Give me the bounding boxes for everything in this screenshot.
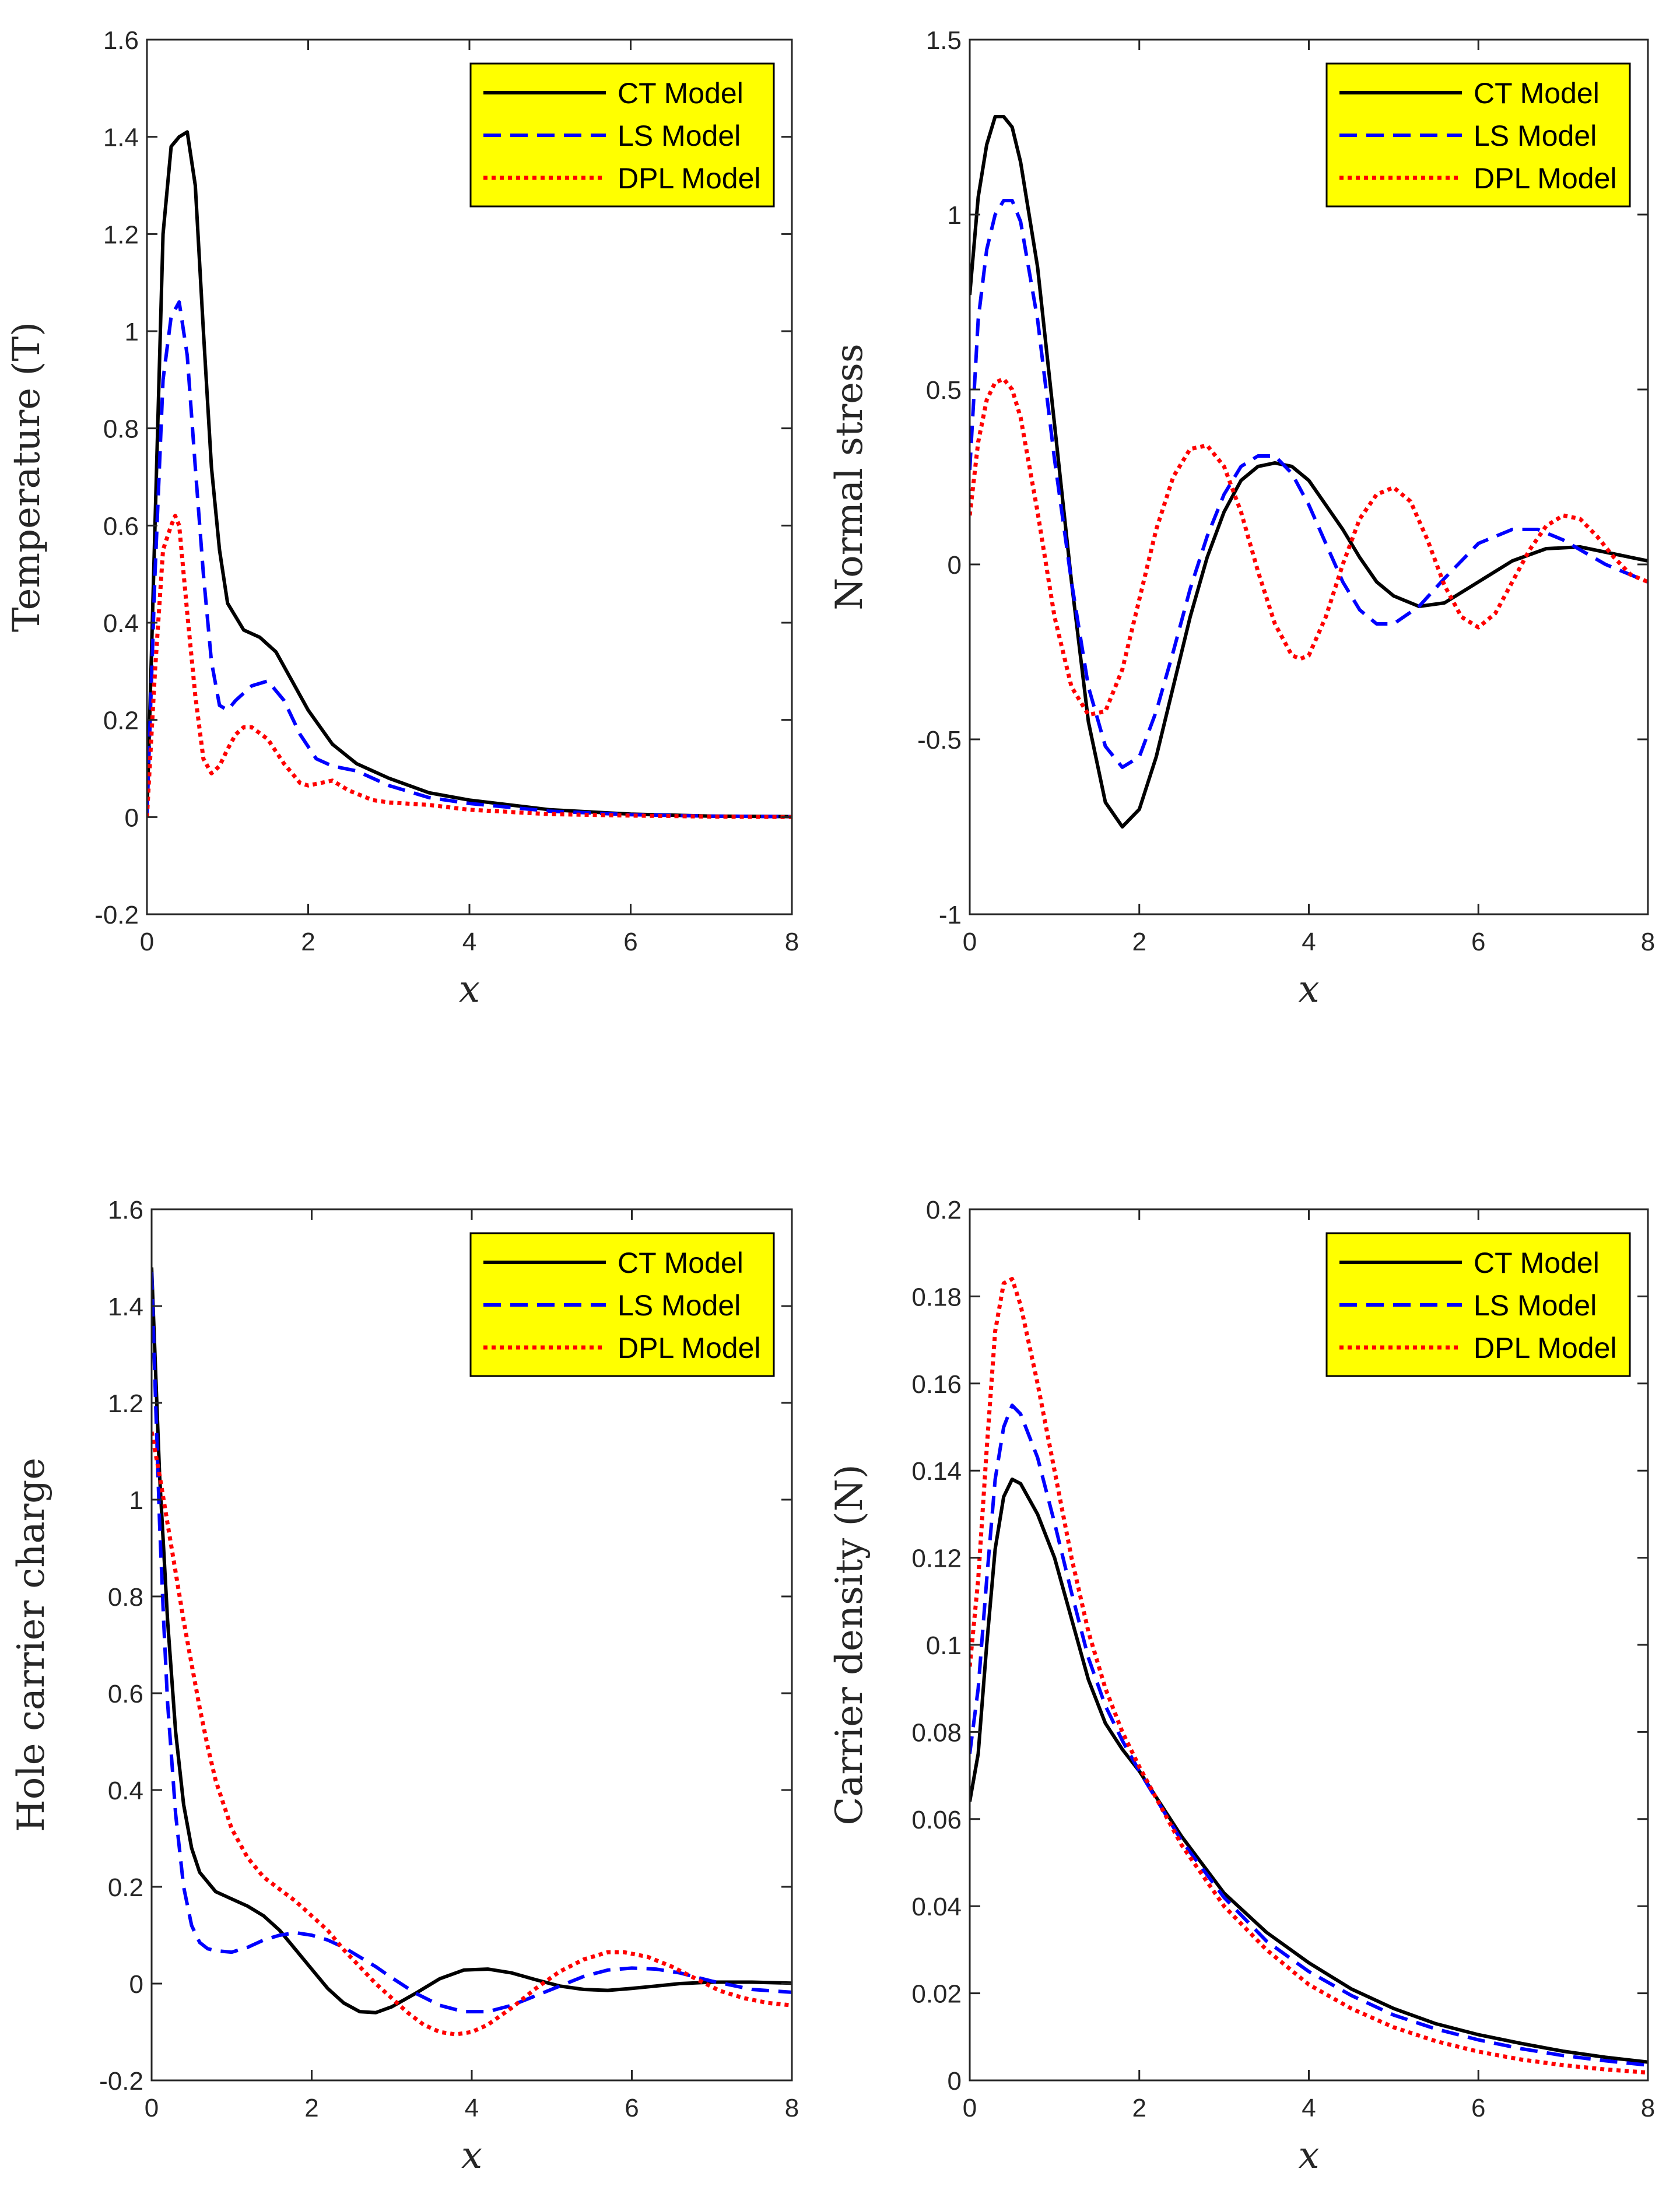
x-tick-label: 2	[304, 2094, 318, 2122]
x-tick-label: 6	[623, 928, 637, 956]
series-line-dpl-model	[147, 514, 792, 819]
x-tick-label: 2	[301, 928, 315, 956]
y-tick-label: 0.16	[911, 1370, 962, 1399]
legend-label: LS Model	[1474, 120, 1597, 152]
x-tick-label: 0	[140, 928, 154, 956]
y-tick-label: 0.2	[108, 1873, 143, 1902]
x-tick-label: 0	[963, 2094, 977, 2122]
y-tick-label: 1.4	[108, 1293, 143, 1321]
y-tick-label: 0.6	[108, 1680, 143, 1708]
y-tick-label: 0.5	[926, 376, 962, 405]
y-tick-label: 1.2	[103, 220, 139, 249]
x-tick-label: 8	[1641, 2094, 1655, 2122]
legend-label: DPL Model	[1474, 1332, 1616, 1364]
x-axis-label: x	[1298, 968, 1319, 1011]
y-tick-label: 0	[948, 2067, 962, 2096]
series-line-dpl-model	[970, 377, 1648, 717]
legend: CT Model LS Model DPL Model	[469, 62, 775, 208]
y-tick-label: 1	[129, 1486, 143, 1515]
series-line-ct-model	[970, 115, 1648, 829]
series-line-ct-model	[970, 1477, 1648, 2064]
legend-label: LS Model	[618, 120, 741, 152]
x-tick-label: 2	[1132, 2094, 1146, 2122]
y-tick-label: 0	[948, 551, 962, 580]
x-axis-label: x	[459, 968, 480, 1011]
panel-temperature: 0 2 4 6 8-0.200.20.40.60.811.21.41.6xTempera…	[5, 26, 799, 1011]
y-tick-label: 1.6	[103, 26, 139, 55]
y-tick-label: 0.2	[103, 707, 139, 735]
panel-normal-stress: 0 2 4 6 8 -1 -0.5 0 0.5 1 1.5 x Normal stress CT Mode…	[828, 26, 1655, 1011]
y-tick-label: 0.02	[911, 1980, 962, 2009]
series-line-ls-model	[970, 1403, 1648, 2067]
series-line-ls-model	[970, 199, 1648, 769]
x-tick-label: 2	[1132, 928, 1146, 956]
legend-label: DPL Model	[618, 162, 760, 195]
x-tick-label: 6	[1471, 2094, 1485, 2122]
legend-label: DPL Model	[618, 1332, 760, 1364]
y-tick-label: 1.2	[108, 1389, 143, 1418]
y-tick-label: 0.08	[911, 1718, 962, 1747]
y-tick-label: -0.5	[917, 726, 962, 754]
x-tick-label: 0	[963, 928, 977, 956]
x-tick-label: 6	[1471, 928, 1485, 956]
y-tick-label: 0.6	[103, 512, 139, 541]
legend: CT Model LS Model DPL Model	[469, 1232, 775, 1377]
y-axis-label: Temperature (T)	[5, 322, 48, 632]
series-line-ls-model	[152, 1272, 792, 2014]
y-axis-label: Hole carrier charge	[10, 1458, 53, 1832]
y-tick-label: 0.4	[103, 609, 139, 638]
x-tick-label: 8	[785, 2094, 799, 2122]
x-tick-label: 4	[1302, 928, 1316, 956]
y-tick-label: 0	[129, 1970, 143, 1999]
legend-label: LS Model	[618, 1289, 741, 1322]
x-tick-label: 4	[465, 2094, 479, 2122]
y-tick-label: 1.6	[108, 1196, 143, 1224]
series-line-dpl-model	[152, 1431, 792, 2037]
y-tick-label: 0	[125, 803, 139, 832]
panel-carrier-density: 0 2 4 6 8 0 0.02 0.04 0.06 0.08 0.1 0.12 0.14 0.16 0.1…	[828, 1196, 1655, 2177]
y-tick-label: 0.12	[911, 1545, 962, 1573]
y-tick-label: 0.2	[926, 1196, 962, 1224]
y-axis-label: Carrier density (N)	[828, 1464, 871, 1825]
y-tick-label: 0.14	[911, 1457, 962, 1486]
series-line-dpl-model	[970, 1277, 1648, 2075]
x-axis-label: x	[1298, 2134, 1319, 2177]
y-tick-label: 0.06	[911, 1806, 962, 1834]
series-line-ls-model	[147, 300, 792, 819]
series-line-ct-model	[147, 130, 792, 819]
y-axis-label: Normal stress	[828, 343, 871, 610]
y-tick-label: -0.2	[94, 901, 139, 929]
legend: CT Model LS Model DPL Model	[1325, 62, 1631, 208]
y-tick-label: 0.8	[108, 1583, 143, 1612]
y-tick-label: 1	[125, 318, 139, 346]
y-tick-label: -1	[939, 901, 962, 929]
y-tick-label: 1.5	[926, 26, 962, 55]
y-tick-label: -0.2	[99, 2067, 143, 2096]
y-tick-label: 0.04	[911, 1893, 962, 1921]
legend-label: LS Model	[1474, 1289, 1597, 1322]
legend-label: CT Model	[618, 1247, 743, 1279]
y-tick-label: 0.4	[108, 1777, 143, 1805]
x-tick-label: 6	[625, 2094, 639, 2122]
legend: CT Model LS Model DPL Model	[1325, 1232, 1631, 1377]
y-tick-label: 0.8	[103, 415, 139, 444]
x-tick-label: 0	[145, 2094, 159, 2122]
series-line-ct-model	[152, 1267, 792, 2014]
legend-label: CT Model	[618, 77, 743, 110]
y-tick-label: 1.4	[103, 124, 139, 152]
legend-label: DPL Model	[1474, 162, 1616, 195]
x-tick-label: 8	[1641, 928, 1655, 956]
x-tick-label: 4	[462, 928, 476, 956]
legend-label: CT Model	[1474, 77, 1600, 110]
legend-label: CT Model	[1474, 1247, 1600, 1279]
x-tick-label: 4	[1302, 2094, 1316, 2122]
x-axis-label: x	[461, 2134, 482, 2177]
y-tick-label: 1	[948, 201, 962, 230]
y-tick-label: 0.1	[926, 1631, 962, 1660]
x-tick-label: 8	[785, 928, 799, 956]
y-tick-label: 0.18	[911, 1283, 962, 1311]
